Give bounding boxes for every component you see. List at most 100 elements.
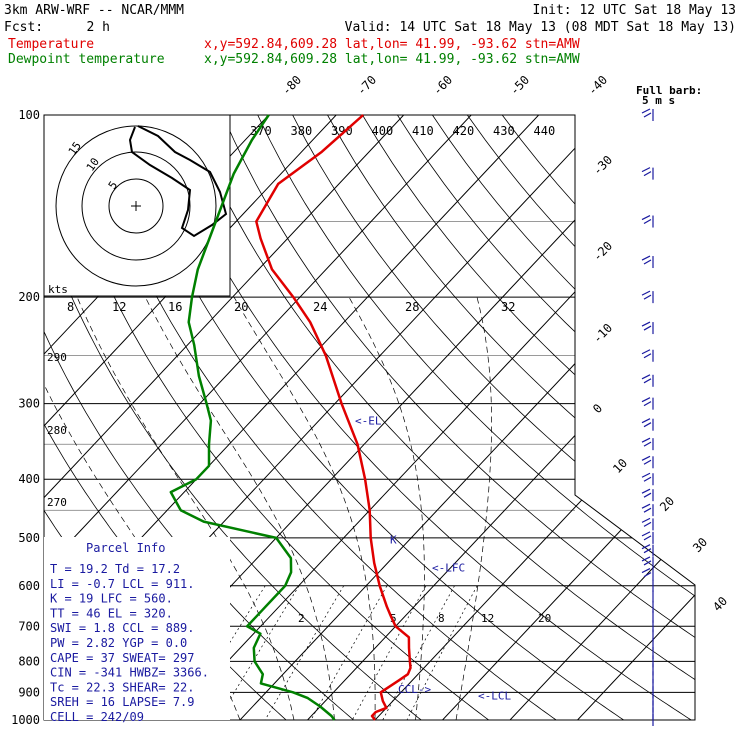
isotherm-line (430, 115, 695, 720)
mixing-ratio-line (257, 585, 344, 720)
wind-scale-label: 28 (405, 300, 419, 314)
parcel-info-row: CAPE = 37 SWEAT= 297 (50, 651, 195, 665)
isotherm-line (565, 115, 695, 720)
wind-barb-flag (641, 503, 651, 509)
mixing-ratio-label: 8 (438, 612, 445, 625)
wind-barb-flag (643, 459, 652, 465)
wind-barb-flag (643, 422, 652, 428)
moist-adiabat-line (144, 296, 335, 720)
isotherm-label: -40 (585, 73, 610, 98)
wind-scale-unit: kts (48, 283, 68, 296)
theta-label: 380 (291, 124, 313, 138)
wind-barb-flag (643, 259, 652, 265)
wind-barb-flag (641, 531, 651, 537)
wind-barb-flag (641, 568, 651, 574)
wind-barb-flag (641, 544, 651, 550)
forecast-hours: 2 h (87, 20, 110, 35)
parcel-info-row: CELL = 242/09 (50, 710, 144, 724)
isotherm-label: -10 (590, 321, 615, 346)
parcel-info-row: TT = 46 EL = 320. (50, 606, 173, 620)
dry-adiabat-line (466, 115, 695, 720)
isotherm-label: -30 (590, 153, 615, 178)
dry-adiabat-line (292, 115, 695, 720)
wind-barb-flag (641, 517, 651, 523)
wind-barb-flag (643, 401, 652, 407)
pressure-label-800: 800 (18, 654, 40, 668)
dry-adiabat-line (152, 115, 695, 720)
hodograph: 5 10 15 kts (43, 114, 231, 297)
mixing-ratio-line (345, 585, 427, 720)
mixing-ratio-label: 12 (481, 612, 494, 625)
parcel-info-row: T = 19.2 Td = 17.2 (50, 562, 180, 576)
wind-barb-flag (641, 556, 651, 562)
parcel-info-row: LI = -0.7 LCL = 911. (50, 577, 195, 591)
level-marker: K (390, 533, 397, 546)
temperature-location: x,y=592.84,609.28 lat,lon= 41.99, -93.62… (204, 37, 580, 52)
full-barb-caption: Full barb: (636, 84, 702, 97)
wind-barb-flag (641, 214, 651, 221)
isotherm-label: -20 (590, 239, 615, 264)
pressure-label-600: 600 (18, 579, 40, 593)
mixing-ratio-label: 2 (298, 612, 305, 625)
wind-barb-flag (643, 535, 652, 541)
wind-barb-flag (641, 108, 651, 114)
dry-adiabat-line (397, 115, 695, 720)
wind-scale-label: 20 (234, 300, 248, 314)
parcel-info-row: Tc = 22.3 SHEAR= 22. (50, 680, 195, 694)
isotherm-line (227, 115, 695, 720)
dry-adiabat-line (362, 115, 695, 720)
wind-barb-flag (643, 294, 652, 300)
wind-barb-flag (643, 476, 652, 482)
parcel-info-row: K = 19 LFC = 560. (50, 592, 173, 606)
pressure-label-100: 100 (18, 108, 40, 122)
wind-barb-flag (641, 472, 651, 478)
isotherm-line (44, 115, 485, 720)
dry-adiabat-label: 270 (47, 496, 67, 509)
theta-label: 400 (372, 124, 394, 138)
wind-barb-flag (643, 560, 652, 566)
init-time: Init: 12 UTC Sat 18 May 13 (533, 3, 737, 18)
pressure-label-1000: 1000 (11, 713, 40, 727)
wind-scale-label: 12 (112, 300, 126, 314)
theta-label: 410 (412, 124, 434, 138)
dewpoint-location: x,y=592.84,609.28 lat,lon= 41.99, -93.62… (204, 52, 580, 67)
theta-label: 430 (493, 124, 515, 138)
parcel-info-row: SREH = 16 LAPSE= 7.9 (50, 695, 195, 709)
temperature-profile (255, 114, 412, 721)
mixing-ratio-line (399, 585, 478, 720)
isotherm-label: -60 (430, 73, 455, 98)
wind-scale-label: 24 (313, 300, 327, 314)
parcel-info-panel: Parcel Info T = 19.2 Td = 17.2LI = -0.7 … (44, 537, 230, 724)
parcel-info-row: CIN = -341 HWBZ= 3366. (50, 666, 209, 680)
isotherm-label: -70 (354, 73, 379, 98)
level-marker: <-LFC (432, 562, 465, 575)
isotherm-label: 40 (710, 594, 730, 614)
pressure-label-700: 700 (18, 619, 40, 633)
dry-adiabat-line (117, 115, 644, 720)
dry-adiabat-line (501, 115, 695, 720)
temperature-legend: Temperature (8, 37, 94, 52)
pressure-label-900: 900 (18, 685, 40, 699)
isotherm-label: -50 (507, 73, 532, 98)
moist-adiabat-line (455, 297, 492, 720)
mixing-ratio-label: 20 (538, 612, 551, 625)
parcel-info-title: Parcel Info (86, 541, 165, 555)
level-marker: CCL-> (398, 683, 431, 696)
wind-barb-flag (643, 548, 652, 554)
parcel-info-row: PW = 2.82 YGP = 0.0 (50, 636, 187, 650)
hodograph-ring-15: 15 (66, 139, 84, 157)
sounding-profiles (169, 114, 412, 721)
wind-barb-flag (641, 455, 651, 461)
isotherm-line (44, 115, 417, 720)
pressure-label-200: 200 (18, 290, 40, 304)
wind-barb-flag (641, 321, 651, 327)
valid-time: Valid: 14 UTC Sat 18 May 13 (08 MDT Sat … (345, 20, 736, 35)
wind-scale-label: 16 (168, 300, 182, 314)
wind-barb-flag (641, 397, 651, 403)
wind-barb-flag (641, 488, 651, 494)
mixing-ratio-line (209, 585, 300, 720)
wind-barb-flag (643, 521, 652, 527)
model-title: 3km ARW-WRF -- NCAR/MMM (4, 3, 184, 18)
